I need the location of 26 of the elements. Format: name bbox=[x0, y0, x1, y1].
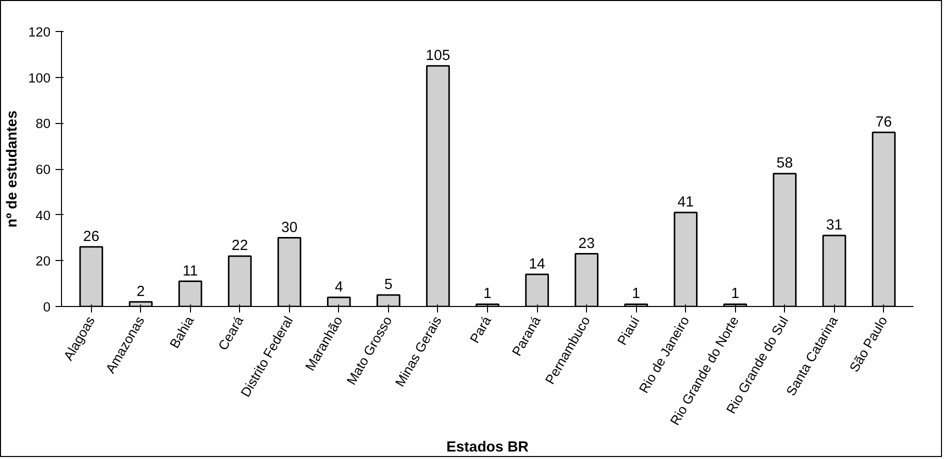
data-label: 1 bbox=[632, 286, 640, 302]
data-label: 105 bbox=[426, 48, 450, 64]
data-label: 31 bbox=[826, 217, 842, 234]
data-label: 26 bbox=[83, 228, 100, 245]
y-tick-label: 20 bbox=[36, 254, 51, 269]
data-label: 11 bbox=[182, 263, 198, 280]
data-label: 14 bbox=[528, 256, 546, 272]
y-tick-label: 40 bbox=[36, 208, 51, 223]
data-label: 5 bbox=[384, 277, 393, 294]
data-label: 1 bbox=[483, 286, 492, 302]
y-axis-title: nº de estudantes bbox=[4, 110, 20, 228]
data-label: 1 bbox=[731, 286, 740, 302]
data-label: 30 bbox=[281, 220, 298, 236]
y-tick-label: 60 bbox=[36, 162, 51, 177]
x-axis-title: Estados BR bbox=[446, 440, 530, 456]
data-label: 58 bbox=[776, 156, 793, 172]
data-label: 4 bbox=[334, 279, 343, 296]
data-label: 22 bbox=[232, 238, 248, 254]
data-label: 76 bbox=[876, 114, 892, 130]
y-tick-label: 80 bbox=[36, 116, 51, 132]
data-label: 23 bbox=[578, 236, 595, 252]
y-tick-label: 0 bbox=[43, 300, 51, 314]
data-label: 41 bbox=[677, 194, 694, 211]
data-label: 2 bbox=[136, 284, 145, 300]
y-tick-label: 120 bbox=[28, 24, 51, 40]
y-tick-label: 100 bbox=[28, 70, 51, 86]
